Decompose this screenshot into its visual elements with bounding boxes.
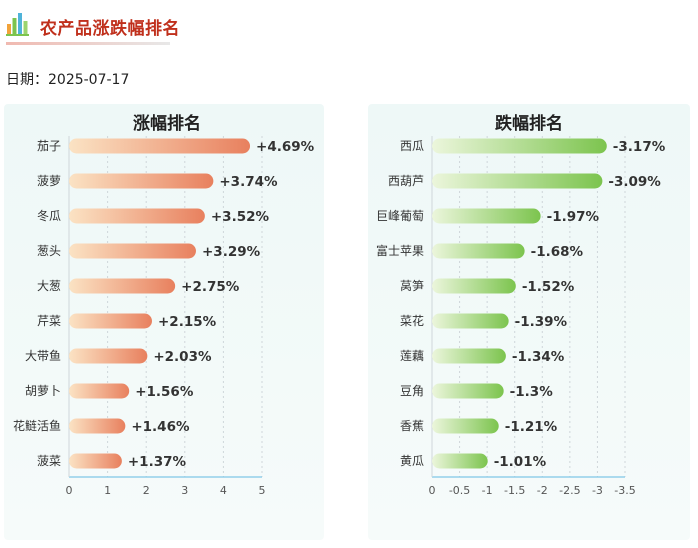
data-label: -1.97% xyxy=(547,209,600,225)
category-label: 胡萝卜 xyxy=(25,384,61,398)
data-label: -1.68% xyxy=(531,244,584,260)
category-label: 芹菜 xyxy=(37,314,61,328)
x-tick-label: -1.5 xyxy=(504,484,525,497)
data-label: +1.37% xyxy=(128,454,187,470)
category-label: 葱头 xyxy=(37,244,61,258)
bar xyxy=(432,313,509,329)
category-label: 冬瓜 xyxy=(37,208,61,223)
page-title: 农产品涨跌幅排名 xyxy=(40,19,180,39)
bar xyxy=(432,173,603,189)
x-tick-label: 1 xyxy=(104,484,111,497)
bar xyxy=(69,278,176,294)
header: 农产品涨跌幅排名 xyxy=(6,8,206,45)
data-label: +3.74% xyxy=(219,174,278,190)
rise-chart-panel: 涨幅排名 0 1 2 3 4 5 茄子 +4.69% 菠萝 +3.74% 冬瓜 +3.52% 葱头 +3.2… xyxy=(4,104,324,540)
data-label: -3.09% xyxy=(608,174,661,190)
data-label: -1.3% xyxy=(510,384,554,400)
data-label: -1.21% xyxy=(505,419,558,435)
x-tick-label: -2 xyxy=(537,484,548,497)
x-tick-label: 5 xyxy=(259,484,266,497)
category-label: 莴笋 xyxy=(400,278,424,293)
data-label: -1.01% xyxy=(494,454,547,470)
x-tick-label: -1 xyxy=(482,484,493,497)
bar xyxy=(432,418,499,434)
category-label: 大葱 xyxy=(37,279,61,293)
category-label: 莲藕 xyxy=(400,349,424,363)
x-tick-label: 0 xyxy=(66,484,73,497)
bar xyxy=(69,383,130,399)
title-underline xyxy=(6,42,170,45)
data-label: +2.75% xyxy=(181,279,240,295)
x-tick-label: 4 xyxy=(220,484,227,497)
bar xyxy=(432,138,607,154)
bar xyxy=(432,243,525,259)
x-tick-label: 2 xyxy=(143,484,150,497)
x-tick-label: -2.5 xyxy=(559,484,580,497)
bar-chart-icon xyxy=(6,13,29,36)
x-tick-label: -0.5 xyxy=(449,484,470,497)
bar xyxy=(432,383,504,399)
data-label: +2.03% xyxy=(153,349,212,365)
date-label: 日期：2025-07-17 xyxy=(6,72,130,88)
data-label: -1.39% xyxy=(515,314,568,330)
data-label: +1.56% xyxy=(135,384,194,400)
category-label: 茄子 xyxy=(37,139,61,153)
bar xyxy=(69,208,205,224)
bar xyxy=(432,453,488,469)
category-label: 巨峰葡萄 xyxy=(376,209,424,223)
bar xyxy=(69,243,196,259)
category-label: 黄瓜 xyxy=(400,454,424,468)
data-label: +4.69% xyxy=(256,139,315,155)
category-label: 菜花 xyxy=(400,313,424,328)
category-label: 大带鱼 xyxy=(25,349,61,363)
category-label: 花鲢活鱼 xyxy=(13,418,61,433)
bar xyxy=(69,453,122,469)
bar xyxy=(432,278,516,294)
bar xyxy=(69,313,152,329)
category-label: 菠菜 xyxy=(37,454,61,468)
data-label: +1.46% xyxy=(131,419,190,435)
data-label: -1.34% xyxy=(512,349,565,365)
bar xyxy=(69,138,251,154)
category-label: 豆角 xyxy=(400,384,424,398)
bar xyxy=(432,348,506,364)
category-label: 西葫芦 xyxy=(388,174,424,188)
bar xyxy=(69,418,126,434)
x-tick-label: 0 xyxy=(429,484,436,497)
data-label: +3.52% xyxy=(211,209,270,225)
data-label: +3.29% xyxy=(202,244,261,260)
fall-chart: 跌幅排名 0 -0.5 -1 -1.5 -2 -2.5 -3 -3.5 西瓜 -3.17% 西葫芦 -3… xyxy=(376,113,666,497)
rise-chart: 涨幅排名 0 1 2 3 4 5 茄子 +4.69% 菠萝 +3.74% 冬瓜 +3.52% 葱头 +3.2… xyxy=(13,113,315,497)
data-label: -3.17% xyxy=(613,139,666,155)
category-label: 富士苹果 xyxy=(376,243,424,258)
x-tick-label: -3 xyxy=(592,484,603,497)
fall-chart-panel: 跌幅排名 0 -0.5 -1 -1.5 -2 -2.5 -3 -3.5 西瓜 -3.17% 西葫芦 -3… xyxy=(368,104,690,540)
category-label: 西瓜 xyxy=(400,139,424,153)
category-label: 菠萝 xyxy=(37,174,61,188)
data-label: +2.15% xyxy=(158,314,217,330)
bar xyxy=(69,348,148,364)
bar xyxy=(432,208,541,224)
x-tick-label: -3.5 xyxy=(614,484,635,497)
x-tick-label: 3 xyxy=(181,484,188,497)
bar xyxy=(69,173,214,189)
data-label: -1.52% xyxy=(522,279,575,295)
chart-title: 涨幅排名 xyxy=(133,113,201,134)
chart-title: 跌幅排名 xyxy=(495,113,563,134)
category-label: 香蕉 xyxy=(400,419,424,433)
